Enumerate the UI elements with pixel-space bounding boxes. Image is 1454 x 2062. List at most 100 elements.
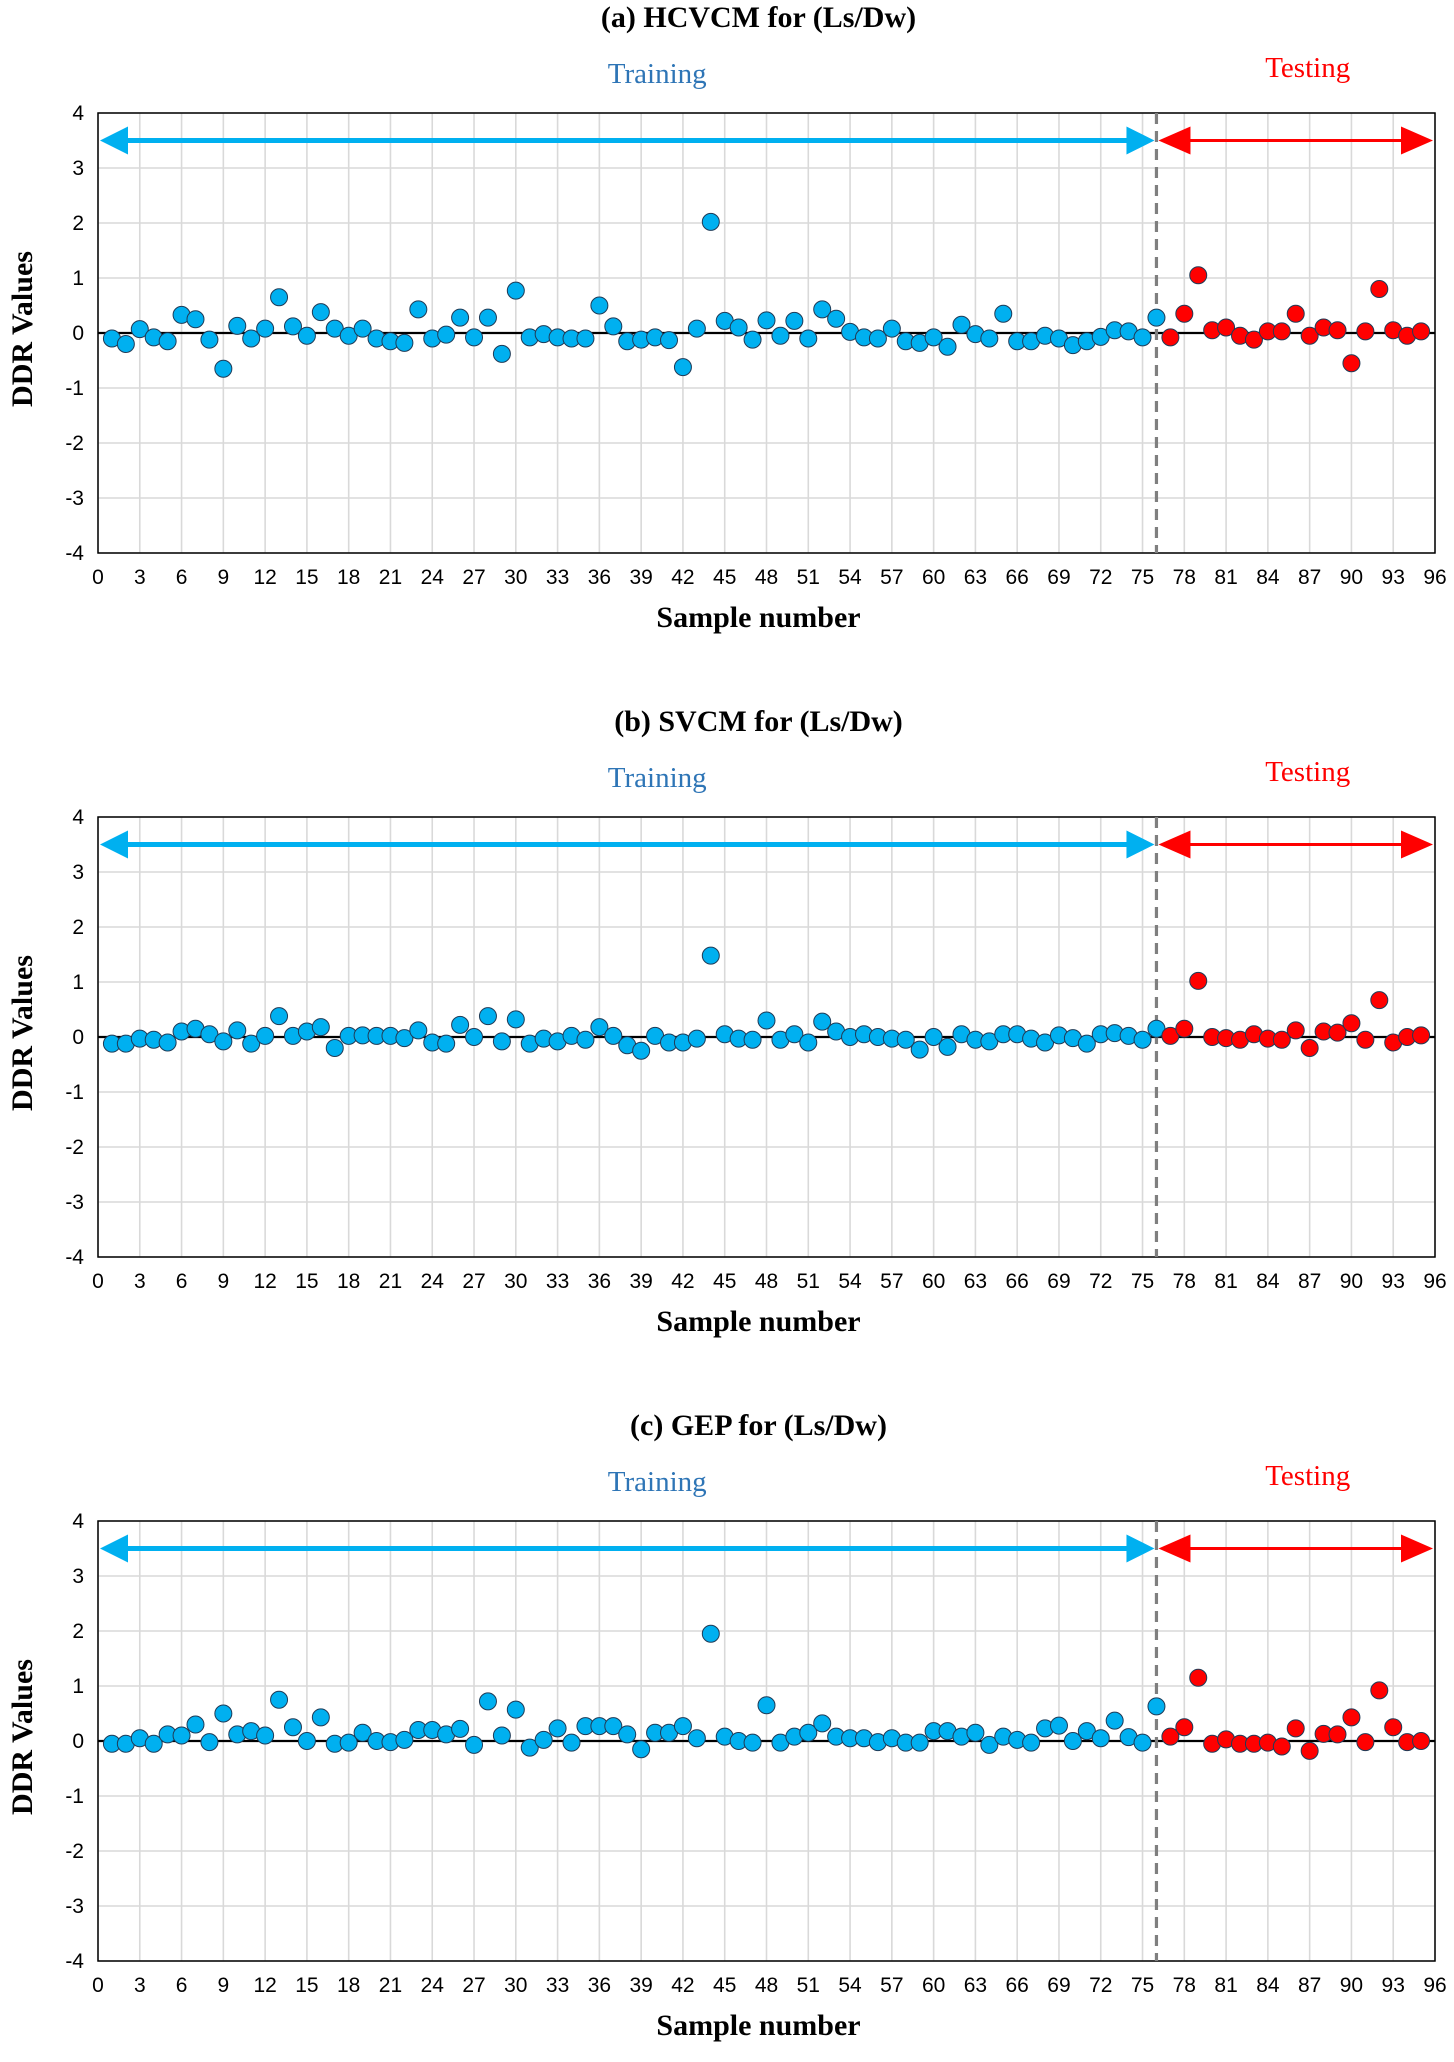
training-point: [409, 300, 428, 319]
training-point: [799, 1033, 818, 1052]
training-point: [506, 281, 525, 300]
training-point: [924, 328, 943, 347]
chart-panel-hcvcm: (a) HCVCM for (Ls/Dw)0 3 6 9 12 15 18 21 24 27 30 3…: [6, 1, 1447, 634]
x-tick-label: 30: [504, 566, 527, 589]
training-point: [590, 296, 609, 315]
x-tick-label: 57: [880, 1270, 903, 1293]
x-tick-label: 54: [838, 1974, 862, 1997]
y-tick-label: 4: [72, 1510, 84, 1533]
x-tick-label: 66: [1006, 1974, 1029, 1997]
testing-range-arrow-head-left: [1158, 1534, 1191, 1563]
x-tick-label: 0: [92, 566, 104, 589]
training-point: [1133, 328, 1152, 347]
training-series: [102, 946, 1166, 1060]
y-tick-label: -2: [65, 1840, 84, 1863]
y-tick-label: -4: [65, 1950, 84, 1973]
x-tick-label: 42: [671, 1270, 694, 1293]
testing-point: [1384, 1718, 1403, 1737]
x-tick-label: 96: [1423, 1270, 1446, 1293]
training-point: [506, 1010, 525, 1029]
y-tick-label: -4: [65, 1246, 84, 1269]
x-tick-label: 27: [462, 566, 485, 589]
training-point: [799, 1723, 818, 1742]
training-range-arrow-head-left: [100, 126, 128, 155]
x-tick-label: 15: [295, 1270, 318, 1293]
x-axis-title: Sample number: [656, 2009, 860, 2042]
training-range-arrow-head-right: [1126, 830, 1155, 859]
training-point: [492, 344, 511, 363]
x-tick-label: 90: [1340, 1974, 1363, 1997]
y-tick-label: 2: [72, 1620, 84, 1643]
x-tick-label: 96: [1423, 1974, 1446, 1997]
y-tick-label: 4: [72, 102, 84, 125]
x-tick-label: 57: [880, 1974, 903, 1997]
training-point: [283, 1718, 302, 1737]
x-tick-label: 9: [218, 1974, 230, 1997]
x-tick-label: 3: [134, 1974, 146, 1997]
training-point: [395, 333, 414, 352]
testing-label: Testing: [1265, 52, 1350, 84]
testing-point: [1244, 330, 1263, 349]
y-tick-label: -1: [65, 377, 84, 400]
x-tick-label: 36: [588, 1270, 611, 1293]
training-range-arrow-head-right: [1126, 1534, 1155, 1563]
training-point: [130, 320, 149, 339]
y-tick-label: 1: [72, 971, 84, 994]
testing-point: [1300, 326, 1319, 345]
y-tick-label: 2: [72, 212, 84, 235]
training-point: [451, 1015, 470, 1034]
training-point: [924, 1028, 943, 1046]
x-tick-label: 51: [797, 566, 820, 589]
x-tick-label: 21: [379, 1974, 402, 1997]
training-point: [297, 1732, 316, 1750]
training-point: [701, 1624, 720, 1643]
training-point: [492, 1032, 511, 1051]
y-tick-label: -2: [65, 432, 84, 455]
x-tick-label: 51: [797, 1974, 820, 1997]
x-tick-label: 12: [253, 1270, 276, 1293]
training-point: [409, 1021, 428, 1040]
training-point: [395, 1029, 414, 1048]
x-tick-label: 33: [546, 1974, 569, 1997]
training-range-arrow-head-left: [100, 1534, 128, 1563]
x-tick-label: 78: [1173, 1974, 1196, 1997]
y-tick-label: -2: [65, 1136, 84, 1159]
training-point: [465, 328, 484, 347]
x-tick-label: 90: [1340, 566, 1363, 589]
training-point: [256, 319, 275, 338]
testing-point: [1300, 1039, 1319, 1057]
x-axis-title: Sample number: [656, 1305, 860, 1338]
x-tick-label: 0: [92, 1270, 104, 1293]
training-point: [910, 1040, 929, 1059]
x-tick-label: 12: [253, 566, 276, 589]
training-point: [228, 316, 247, 335]
testing-range-arrow: [1158, 126, 1433, 155]
testing-point: [1356, 1733, 1375, 1752]
x-tick-label: 60: [922, 1974, 945, 1997]
training-point: [465, 1028, 484, 1046]
training-point: [910, 1733, 929, 1752]
training-point: [339, 1733, 358, 1752]
training-point: [395, 1730, 414, 1749]
testing-point: [1272, 322, 1291, 341]
x-tick-label: 69: [1047, 566, 1070, 589]
x-tick-label: 84: [1256, 566, 1280, 589]
x-tick-label: 81: [1214, 1974, 1237, 1997]
training-point: [938, 337, 957, 356]
x-tick-label: 12: [253, 1974, 276, 1997]
training-point: [952, 315, 971, 334]
x-tick-label: 9: [218, 1270, 230, 1293]
x-tick-label: 54: [838, 566, 862, 589]
x-tick-label: 69: [1047, 1974, 1070, 1997]
x-tick-label: 93: [1382, 1270, 1405, 1293]
training-point: [520, 1738, 539, 1757]
chart-title: (a) HCVCM for (Ls/Dw): [601, 1, 916, 34]
training-point: [172, 1726, 191, 1745]
x-tick-label: 66: [1006, 566, 1029, 589]
testing-point: [1370, 991, 1389, 1010]
chart-title: (c) GEP for (Ls/Dw): [630, 1409, 887, 1442]
x-tick-label: 75: [1131, 1974, 1154, 1997]
y-tick-label: 0: [72, 1026, 84, 1049]
testing-range-arrow-head-left: [1158, 126, 1191, 155]
